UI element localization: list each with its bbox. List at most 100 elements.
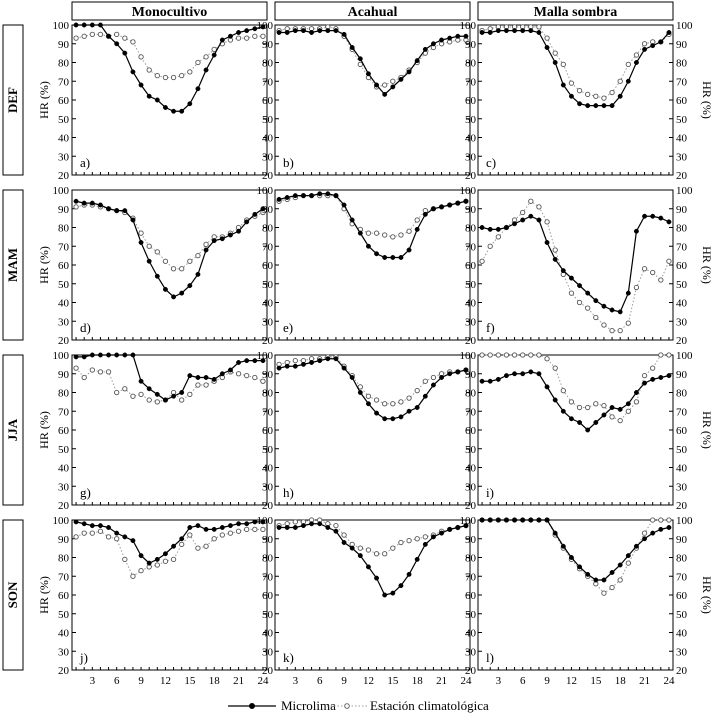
- y-tick-label: 20: [465, 335, 477, 347]
- series-microlima-point: [577, 283, 583, 289]
- series-estacion-point: [650, 269, 656, 276]
- series-estacion-point: [365, 230, 372, 236]
- series-estacion-point: [114, 536, 120, 542]
- y-tick-label-right: 60: [676, 260, 688, 272]
- y-tick-label: 30: [58, 481, 70, 493]
- y-tick-label: 50: [58, 279, 70, 291]
- series-estacion-point: [520, 352, 526, 358]
- series-estacion-point: [390, 545, 396, 551]
- series-estacion-line: [75, 528, 263, 577]
- series-microlima-point: [593, 577, 599, 583]
- series-estacion-point: [235, 371, 242, 377]
- series-microlima-point: [114, 208, 120, 214]
- series-microlima-point: [601, 103, 607, 109]
- y-tick-label: 20: [58, 170, 70, 182]
- y-tick-label: 60: [262, 590, 274, 602]
- series-microlima-point: [633, 228, 639, 234]
- series-estacion-point: [398, 539, 404, 546]
- series-microlima-point: [114, 352, 120, 358]
- row-header-box: [2, 519, 24, 671]
- y-tick-label: 60: [58, 425, 70, 437]
- series-estacion-point: [617, 78, 623, 84]
- series-estacion-point: [593, 401, 599, 407]
- y-tick-label: 30: [465, 646, 477, 658]
- series-microlima-point: [252, 358, 258, 364]
- series-microlima-point: [585, 571, 591, 577]
- y-tick-label-right: 40: [676, 133, 688, 145]
- y-tick-label: 20: [262, 665, 274, 677]
- y-tick-label: 100: [460, 185, 477, 197]
- series-microlima-point: [633, 543, 639, 549]
- series-microlima-point: [528, 517, 534, 523]
- series-estacion-point: [528, 352, 534, 358]
- y-tick-label: 90: [465, 204, 477, 216]
- series-microlima-point: [536, 217, 542, 223]
- series-estacion-point: [666, 258, 672, 264]
- x-tick-label: 12: [160, 675, 171, 687]
- series-microlima-point: [487, 30, 493, 35]
- x-tick-label: 24: [460, 675, 472, 687]
- y-tick-label-right: 30: [676, 646, 688, 658]
- series-microlima-point: [560, 543, 566, 549]
- series-estacion-point: [146, 397, 152, 403]
- series-estacion-point: [666, 517, 672, 523]
- series-microlima-point: [577, 564, 583, 570]
- series-microlima-point: [365, 564, 371, 570]
- series-microlima-point: [609, 405, 615, 410]
- series-estacion-point: [97, 528, 104, 534]
- y-tick-label-right: 70: [676, 76, 688, 88]
- series-microlima-point: [365, 401, 371, 407]
- series-microlima-point: [568, 93, 574, 99]
- y-tick-label: 100: [53, 20, 70, 32]
- series-microlima-point: [138, 240, 144, 245]
- series-estacion-point: [357, 61, 363, 68]
- series-estacion-point: [260, 526, 266, 533]
- series-microlima-point: [585, 103, 591, 109]
- panel-label-d: d): [80, 320, 91, 335]
- series-microlima-point: [585, 427, 591, 433]
- y-tick-label-right: 100: [676, 20, 693, 32]
- series-microlima-point: [658, 375, 664, 380]
- x-tick-label: 12: [363, 675, 374, 687]
- series-microlima-point: [463, 198, 469, 204]
- series-estacion-point: [154, 399, 160, 405]
- series-microlima-point: [81, 521, 87, 527]
- column-header-3: Malla sombra: [534, 5, 618, 20]
- series-microlima-point: [439, 37, 445, 43]
- series-estacion-point: [414, 387, 420, 394]
- series-microlima-point: [625, 401, 631, 407]
- y-tick-label: 90: [58, 534, 70, 546]
- series-microlima-point: [642, 213, 648, 219]
- series-microlima-point: [633, 60, 639, 65]
- series-estacion-point: [260, 33, 266, 39]
- series-microlima-point: [325, 28, 331, 34]
- series-microlima-point: [179, 108, 185, 114]
- series-estacion-point: [105, 369, 112, 375]
- series-estacion-point: [187, 258, 193, 264]
- series-estacion-point: [658, 517, 664, 523]
- series-microlima-point: [455, 525, 461, 530]
- row-header-mam: MAM: [5, 248, 20, 282]
- series-microlima-point: [520, 217, 526, 223]
- series-microlima-point: [195, 271, 201, 277]
- series-microlima-point: [658, 215, 664, 221]
- series-estacion-point: [162, 258, 169, 264]
- y-tick-label: 30: [465, 151, 477, 163]
- y-axis-label-right: HR (%): [700, 411, 714, 449]
- y-tick-label: 50: [465, 609, 477, 621]
- series-microlima-point: [73, 519, 79, 525]
- series-estacion-point: [576, 404, 583, 411]
- panel-frame: [274, 24, 471, 176]
- series-microlima-point: [171, 294, 177, 300]
- x-tick-label: 15: [387, 675, 399, 687]
- series-microlima-point: [479, 30, 485, 35]
- series-microlima-point: [422, 211, 428, 217]
- y-tick-label-right: 70: [676, 406, 688, 418]
- panel-label-b: b): [283, 155, 294, 170]
- x-tick-label: 9: [544, 675, 550, 687]
- series-estacion-point: [511, 352, 518, 358]
- series-estacion-point: [544, 356, 550, 362]
- series-microlima-point: [430, 41, 436, 47]
- series-microlima-point: [162, 397, 168, 403]
- series-estacion-point: [130, 39, 136, 45]
